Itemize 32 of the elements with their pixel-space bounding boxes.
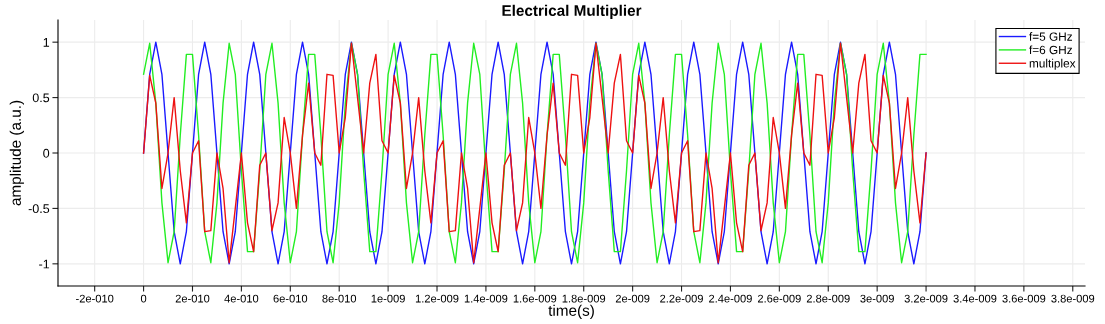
x-tick-label: 2e-010 bbox=[175, 294, 210, 303]
x-tick-label: 3.4e-009 bbox=[953, 294, 997, 303]
x-tick-label: 8e-010 bbox=[322, 294, 357, 303]
y-tick-label: -0.5 bbox=[28, 204, 50, 214]
chart-title: Electrical Multiplier bbox=[502, 4, 642, 19]
x-tick-label: 2.6e-009 bbox=[757, 294, 801, 303]
legend-label: multiplex bbox=[1029, 58, 1076, 70]
x-axis-title: time(s) bbox=[548, 304, 594, 319]
x-tick-label: 1.2e-009 bbox=[415, 294, 459, 303]
x-tick-label: 3e-009 bbox=[860, 294, 894, 303]
legend-label: f=5 GHz bbox=[1029, 32, 1073, 41]
x-tick-label: 3.8e-009 bbox=[1051, 294, 1095, 303]
y-tick-label: 0 bbox=[43, 148, 50, 158]
x-tick-label: 3.2e-009 bbox=[904, 294, 948, 303]
y-tick-label: 1 bbox=[43, 38, 50, 47]
y-tick-label: 0.5 bbox=[32, 93, 50, 103]
x-tick-label: 4e-010 bbox=[224, 294, 259, 303]
x-tick-label: 1.6e-009 bbox=[513, 294, 557, 303]
x-tick-label: 6e-010 bbox=[273, 294, 308, 303]
y-axis-title: amplitude (a.u.) bbox=[9, 100, 24, 206]
x-tick-label: 2.4e-009 bbox=[709, 294, 752, 303]
x-tick-label: 2.8e-009 bbox=[806, 294, 850, 303]
x-tick-label: -2e-010 bbox=[76, 294, 114, 303]
x-tick-label: 0 bbox=[140, 294, 147, 303]
x-tick-label: 2.2e-009 bbox=[660, 294, 703, 303]
x-tick-label: 1.4e-009 bbox=[464, 294, 508, 303]
x-tick-label: 1e-009 bbox=[371, 294, 405, 303]
x-tick-label: 3.6e-009 bbox=[1002, 294, 1046, 303]
x-tick-label: 1.8e-009 bbox=[562, 294, 606, 303]
legend-label: f=6 GHz bbox=[1029, 45, 1073, 55]
x-tick-label: 2e-009 bbox=[615, 294, 650, 303]
y-tick-label: -1 bbox=[39, 259, 50, 269]
